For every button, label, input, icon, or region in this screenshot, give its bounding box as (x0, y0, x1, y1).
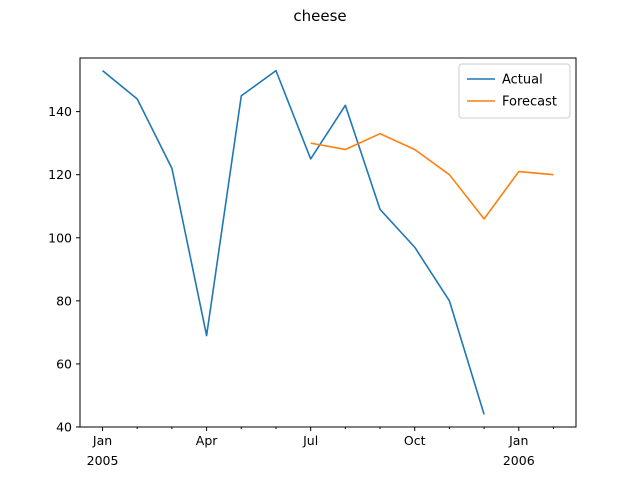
series-line-forecast (310, 132, 554, 220)
x-tick-label: Jan (508, 433, 528, 448)
x-tick-year-label: 2005 (87, 453, 119, 468)
legend-box (458, 63, 571, 119)
y-tick-label: 140 (48, 104, 72, 119)
x-axis: Jan 2005 Apr Jul Oct Jan 2006 (87, 427, 554, 468)
x-tick-year-label: 2006 (503, 453, 535, 468)
y-tick-label: 120 (48, 167, 72, 182)
y-tick-label: 40 (56, 420, 72, 435)
chart-title: cheese (293, 7, 346, 25)
y-tick-label: 80 (56, 293, 72, 308)
y-tick-label: 100 (48, 230, 72, 245)
legend-label: Forecast (502, 95, 557, 110)
x-tick-label: Jul (302, 433, 318, 448)
plot-frame (79, 57, 577, 428)
legend: Actual Forecast (458, 63, 571, 119)
x-tick-label: Apr (196, 433, 218, 448)
series-layer (102, 69, 554, 415)
plot-area (80, 58, 576, 427)
x-tick-label: Oct (404, 433, 426, 448)
series-line-actual (102, 69, 485, 415)
y-axis: 40 60 80 100 120 140 (48, 104, 80, 435)
y-tick-label: 60 (56, 356, 72, 371)
x-tick-label: Jan (92, 433, 112, 448)
legend-label: Actual (502, 73, 543, 88)
